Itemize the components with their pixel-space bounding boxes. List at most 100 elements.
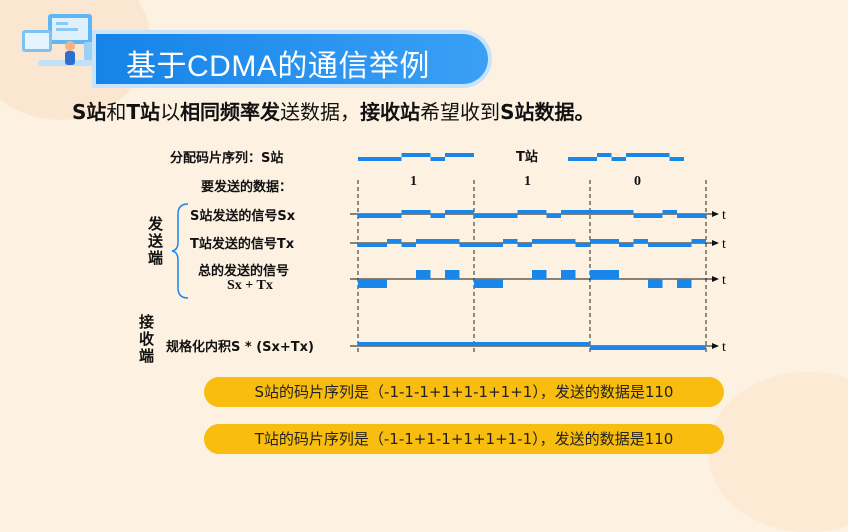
data-bit: 1 bbox=[410, 174, 417, 189]
inner-product-pulse bbox=[590, 346, 706, 350]
t-chip-summary: T站的码片序列是（-1-1+1-1+1+1+1-1），发送的数据是110 bbox=[204, 424, 724, 454]
sum-pulse bbox=[532, 270, 547, 279]
chip-pulse-t bbox=[582, 157, 597, 161]
tx-pulse bbox=[677, 243, 692, 247]
sx-pulse bbox=[532, 210, 547, 214]
computer-illustration-icon bbox=[22, 14, 106, 66]
t-signal-label: T站发送的信号Tx bbox=[190, 237, 295, 252]
subtitle-part: 送数据， bbox=[280, 100, 361, 124]
subtitle-part: T站 bbox=[126, 100, 161, 124]
total-signal-label: 总的发送的信号 bbox=[198, 264, 290, 279]
tx-pulse bbox=[662, 243, 677, 247]
data-bit: 0 bbox=[634, 174, 641, 189]
total-signal-formula: Sx + Tx bbox=[227, 278, 273, 293]
tx-pulse bbox=[590, 239, 605, 243]
chip-pulse-t bbox=[626, 153, 641, 157]
tx-pulse bbox=[416, 239, 431, 243]
data-bit: 1 bbox=[524, 174, 531, 189]
sx-pulse bbox=[575, 210, 590, 214]
sx-pulse bbox=[488, 214, 503, 218]
chip-pulse-t bbox=[568, 157, 583, 161]
inner-product-pulse bbox=[358, 342, 474, 346]
intro-sentence: S站和T站以相同频率发送数据，接收站希望收到S站数据。 bbox=[72, 96, 594, 125]
send-side-brace bbox=[171, 203, 189, 299]
sum-pulse bbox=[416, 270, 431, 279]
s-signal-label: S站发送的信号Sx bbox=[190, 209, 296, 224]
chip-pulse-s bbox=[445, 153, 460, 157]
inner-product-pulse bbox=[474, 342, 590, 346]
tx-pulse bbox=[459, 243, 474, 247]
axis-t-label: t bbox=[722, 340, 726, 355]
bit-boundaries bbox=[357, 180, 707, 352]
chip-pulse-s bbox=[358, 157, 373, 161]
subtitle-part: 希望收到 bbox=[420, 100, 501, 124]
sum-pulse bbox=[372, 279, 387, 288]
sx-pulse bbox=[561, 210, 576, 214]
sum-pulse bbox=[590, 270, 605, 279]
subtitle-part: 接收站 bbox=[360, 100, 421, 124]
inner-product-label: 规格化内积S * (Sx+Tx) bbox=[166, 340, 314, 355]
sum-pulse bbox=[561, 270, 576, 279]
tx-pulse bbox=[430, 239, 445, 243]
t-station-label: T站 bbox=[516, 150, 538, 165]
data-to-send-label: 要发送的数据： bbox=[201, 180, 293, 195]
sx-pulse bbox=[648, 214, 663, 218]
sum-pulse bbox=[358, 279, 373, 288]
tx-pulse bbox=[488, 243, 503, 247]
tx-pulse bbox=[474, 243, 489, 247]
tx-pulse bbox=[445, 239, 460, 243]
axis-t-label: t bbox=[722, 273, 726, 288]
tx-pulse bbox=[358, 243, 373, 247]
sx-pulse bbox=[430, 214, 445, 218]
chip-pulse-s bbox=[401, 153, 416, 157]
chip-pulse-t bbox=[655, 153, 670, 157]
tx-pulse bbox=[372, 243, 387, 247]
sx-pulse bbox=[546, 214, 561, 218]
tx-pulse bbox=[561, 239, 576, 243]
send-side-label: 发送端 bbox=[148, 215, 164, 267]
subtitle-part: 相同频率发 bbox=[180, 100, 281, 124]
axis-arrow-icon bbox=[712, 211, 719, 217]
sx-pulse bbox=[459, 210, 474, 214]
sx-pulse bbox=[416, 210, 431, 214]
sx-pulse bbox=[619, 210, 634, 214]
sum-pulse bbox=[648, 279, 663, 288]
subtitle-part: S站数据。 bbox=[500, 100, 595, 124]
sx-pulse bbox=[372, 214, 387, 218]
axis-arrow-icon bbox=[712, 343, 719, 349]
chip-pulse-t bbox=[611, 157, 626, 161]
sum-pulse bbox=[474, 279, 489, 288]
chip-pulse-s bbox=[387, 157, 402, 161]
sx-pulse bbox=[633, 214, 648, 218]
sx-pulse bbox=[445, 210, 460, 214]
chip-pulse-s bbox=[372, 157, 387, 161]
sx-pulse bbox=[662, 210, 677, 214]
axis-t-label: t bbox=[722, 208, 726, 223]
axis-arrow-icon bbox=[712, 240, 719, 246]
sum-pulse bbox=[445, 270, 460, 279]
subtitle-part: 和 bbox=[106, 100, 127, 124]
tx-pulse bbox=[691, 239, 706, 243]
chip-sequence-label: 分配码片序列：S站 bbox=[170, 151, 284, 166]
sx-pulse bbox=[387, 214, 402, 218]
chip-pulse-t bbox=[640, 153, 655, 157]
sx-pulse bbox=[677, 214, 692, 218]
chip-pulse-s bbox=[430, 157, 445, 161]
chip-pulse-s bbox=[459, 153, 474, 157]
subtitle-part: 以 bbox=[160, 100, 181, 124]
tx-pulse bbox=[401, 243, 416, 247]
tx-pulse bbox=[387, 239, 402, 243]
chip-pulse-t bbox=[669, 157, 684, 161]
s-chip-summary: S站的码片序列是（-1-1-1+1+1-1+1+1），发送的数据是110 bbox=[204, 377, 724, 407]
tx-pulse bbox=[575, 243, 590, 247]
sx-pulse bbox=[517, 210, 532, 214]
title-banner: 基于CDMA的通信举例 bbox=[96, 34, 488, 84]
sx-pulse bbox=[401, 210, 416, 214]
tx-pulse bbox=[503, 239, 518, 243]
sx-pulse bbox=[691, 214, 706, 218]
sx-pulse bbox=[358, 214, 373, 218]
sx-pulse bbox=[474, 214, 489, 218]
tx-pulse bbox=[517, 243, 532, 247]
